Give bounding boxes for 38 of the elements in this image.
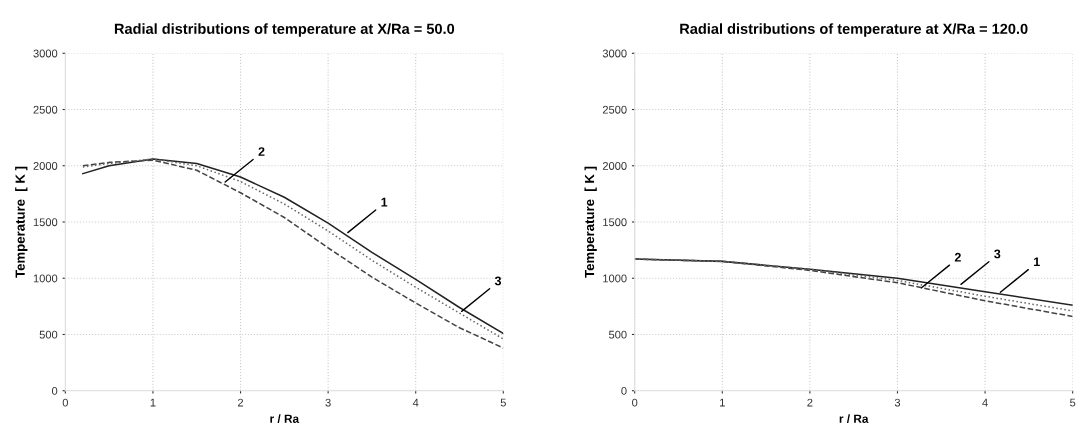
y-tick-label: 500 <box>608 330 627 339</box>
annotation: 2 <box>258 147 265 156</box>
x-tick-label: 1 <box>150 398 156 407</box>
x-tick-label: 5 <box>500 398 506 407</box>
chart-title: Radial distributions of temperature at X/Ra = 50.0 <box>114 23 455 37</box>
x-tick-label: 0 <box>632 398 638 407</box>
y-tick-label: 2000 <box>33 162 58 170</box>
y-axis-title: Temperature [ K ] <box>15 166 28 278</box>
x-tick-label: 3 <box>894 398 901 407</box>
chart-title: Radial distributions of temperature at X/Ra = 120.0 <box>680 23 1028 37</box>
y-tick-label: 1000 <box>33 274 58 283</box>
y-tick-label: 0 <box>51 386 58 395</box>
x-axis-title: r / Ra <box>839 414 869 424</box>
y-axis-title: Temperature [ K ] <box>584 166 597 278</box>
y-tick-label: 2500 <box>33 105 58 114</box>
annotation: 1 <box>1034 257 1040 267</box>
y-tick-label: 0 <box>621 386 627 395</box>
x-tick-label: 5 <box>1070 398 1076 407</box>
x-tick-label: 2 <box>238 398 244 407</box>
x-tick-label: 4 <box>412 398 419 407</box>
x-axis-title: r / Ra <box>270 414 300 424</box>
x-tick-label: 3 <box>325 398 331 407</box>
y-tick-label: 2500 <box>602 105 627 114</box>
y-tick-label: 1000 <box>603 274 627 283</box>
x-tick-label: 4 <box>982 398 988 407</box>
x-tick-label: 2 <box>807 398 813 407</box>
annotation: 3 <box>494 276 502 286</box>
annotation: 1 <box>381 197 388 207</box>
y-tick-label: 2000 <box>602 162 627 170</box>
y-tick-label: 1500 <box>33 218 58 227</box>
y-tick-label: 3000 <box>33 49 58 58</box>
y-tick-label: 3000 <box>602 49 627 58</box>
x-tick-label: 1 <box>720 398 725 407</box>
annotation: 2 <box>954 252 961 262</box>
y-tick-label: 1500 <box>603 218 627 227</box>
x-tick-label: 0 <box>62 398 68 407</box>
y-tick-label: 500 <box>39 330 58 339</box>
annotation: 3 <box>994 249 1001 259</box>
